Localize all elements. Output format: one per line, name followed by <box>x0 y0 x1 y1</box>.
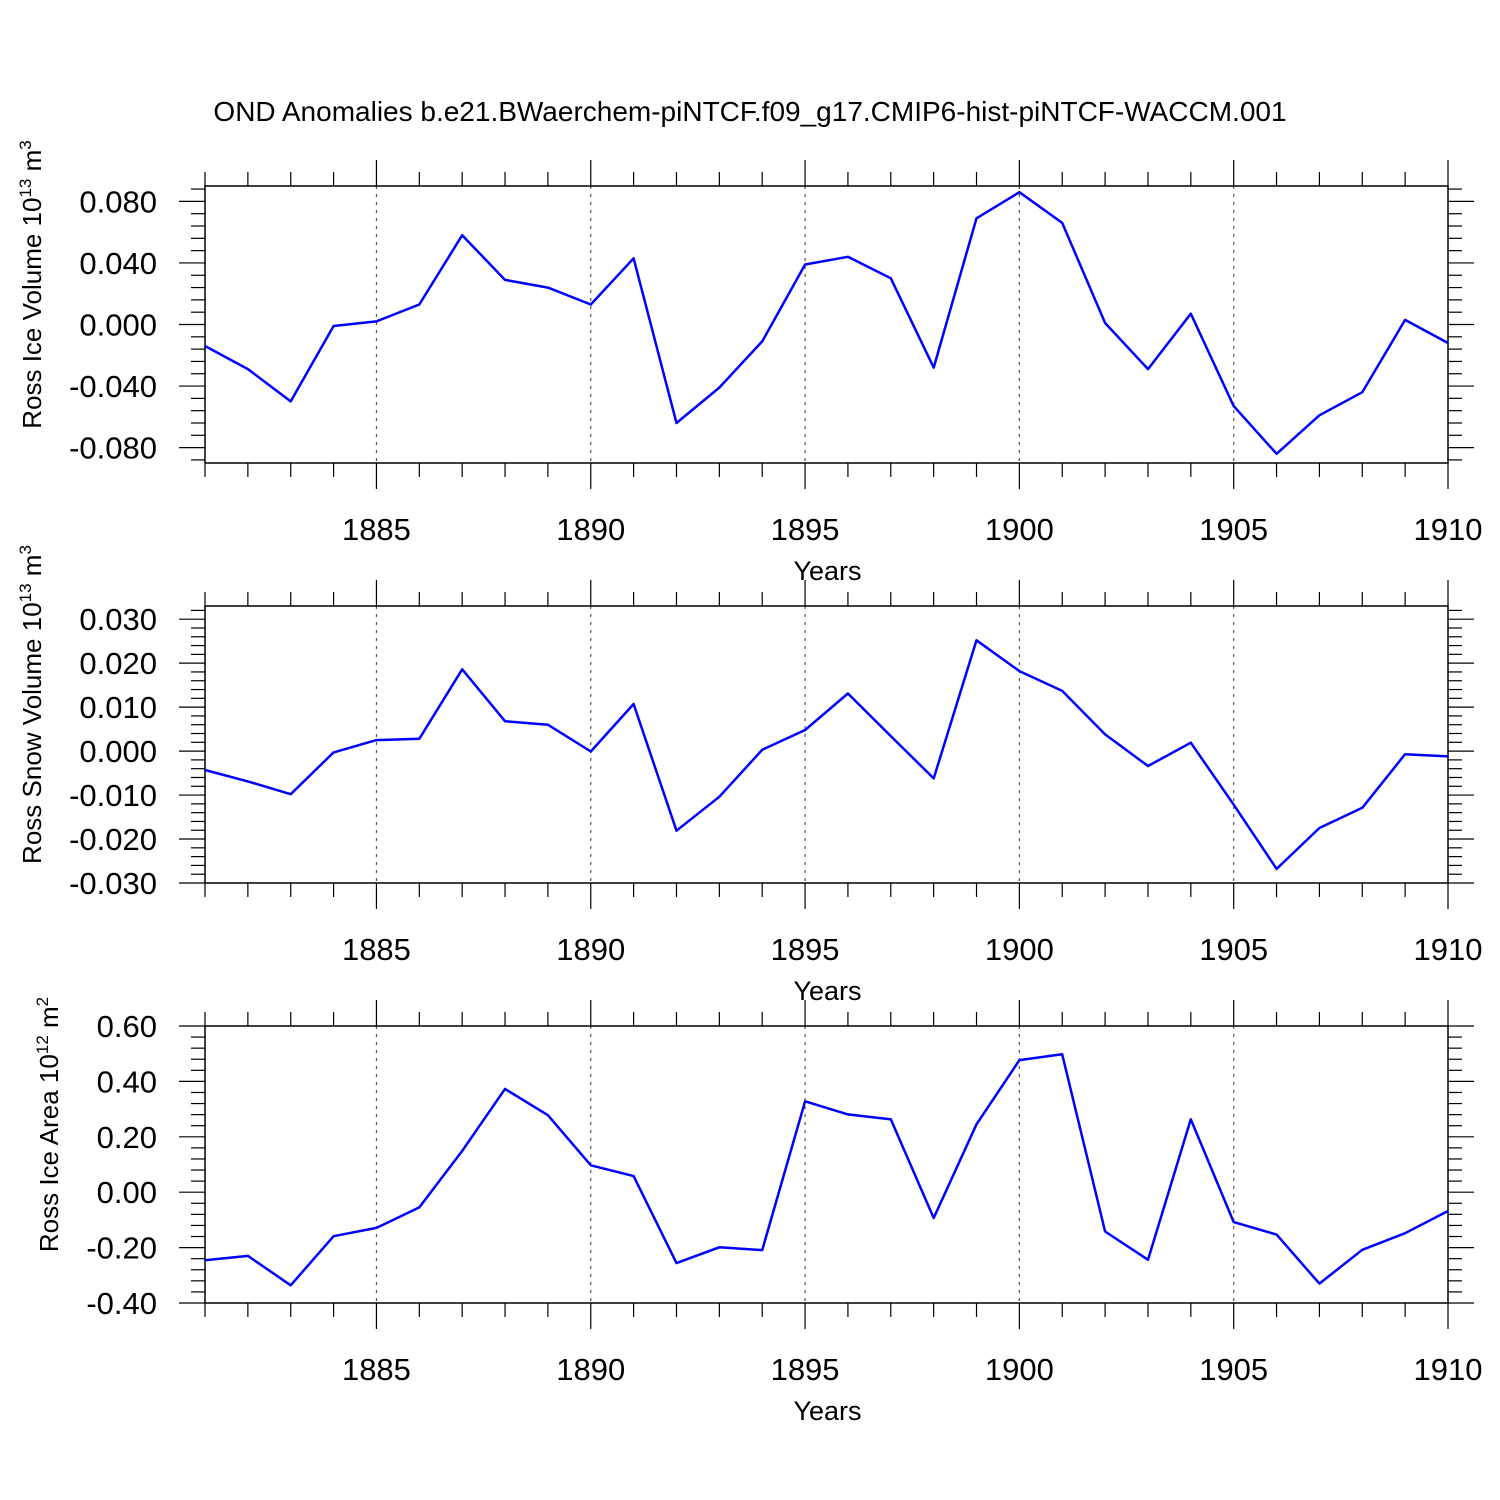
x-tick-label: 1895 <box>771 512 840 547</box>
x-tick-label: 1905 <box>1199 932 1268 967</box>
y-tick-label: 0.20 <box>97 1120 157 1155</box>
plot-frame <box>204 605 1449 884</box>
y-tick-label: 0.030 <box>79 602 157 637</box>
y-tick-label: 0.000 <box>79 308 157 343</box>
x-axis-label: Years <box>793 1396 861 1426</box>
chart-panel-3: 1885 1890 1895 1900 1905 1910 Years -0.40 -0.20 0… <box>33 997 1482 1426</box>
y-tick-label: 0.010 <box>79 690 157 725</box>
y-tick-label: -0.40 <box>86 1286 157 1321</box>
x-tick-label: 1885 <box>342 512 411 547</box>
x-tick-label: 1905 <box>1199 512 1268 547</box>
x-tick-label: 1890 <box>556 1352 625 1387</box>
x-tick-label: 1910 <box>1414 932 1483 967</box>
x-tick-label: 1900 <box>985 932 1054 967</box>
x-tick-label: 1895 <box>771 932 840 967</box>
plot-frame <box>204 1025 1449 1304</box>
y-tick-label: -0.040 <box>69 369 157 404</box>
y-tick-label: 0.000 <box>79 734 157 769</box>
series-line <box>204 1053 1449 1287</box>
y-axis-label: Ross Ice Volume 1013 m3 <box>16 140 47 429</box>
x-axis-label: Years <box>793 976 861 1006</box>
y-tick-label: -0.20 <box>86 1231 157 1266</box>
y-tick-label: 0.40 <box>97 1064 157 1099</box>
chart-panel-2: 1885 1890 1895 1900 1905 1910 Years -0.030 -0.02… <box>16 545 1482 1006</box>
x-tick-label: 1910 <box>1414 1352 1483 1387</box>
y-tick-label: -0.080 <box>69 431 157 466</box>
x-tick-label: 1910 <box>1414 512 1483 547</box>
x-axis-label: Years <box>793 556 861 586</box>
x-tick-label: 1885 <box>342 932 411 967</box>
y-tick-label: 0.040 <box>79 246 157 281</box>
y-tick-label: 0.60 <box>97 1009 157 1044</box>
series-line <box>204 639 1449 871</box>
y-tick-label: 0.020 <box>79 646 157 681</box>
plot-frame <box>204 185 1449 464</box>
x-tick-label: 1900 <box>985 512 1054 547</box>
x-tick-label: 1885 <box>342 1352 411 1387</box>
y-tick-label: 0.00 <box>97 1175 157 1210</box>
y-tick-label: -0.010 <box>69 778 157 813</box>
chart-panel-1: 1885 1890 1895 1900 1905 1910 Years -0.080 -0.04… <box>16 140 1482 586</box>
x-tick-label: 1890 <box>556 512 625 547</box>
x-tick-label: 1895 <box>771 1352 840 1387</box>
figure-title: OND Anomalies b.e21.BWaerchem-piNTCF.f09… <box>213 96 1287 127</box>
y-axis-label: Ross Ice Area 1012 m2 <box>33 997 64 1252</box>
y-axis-label: Ross Snow Volume 1013 m3 <box>16 545 47 864</box>
y-tick-label: -0.030 <box>69 866 157 901</box>
x-tick-label: 1900 <box>985 1352 1054 1387</box>
y-tick-label: 0.080 <box>79 184 157 219</box>
x-tick-label: 1890 <box>556 932 625 967</box>
x-tick-label: 1905 <box>1199 1352 1268 1387</box>
y-tick-label: -0.020 <box>69 822 157 857</box>
series-line <box>204 190 1449 456</box>
